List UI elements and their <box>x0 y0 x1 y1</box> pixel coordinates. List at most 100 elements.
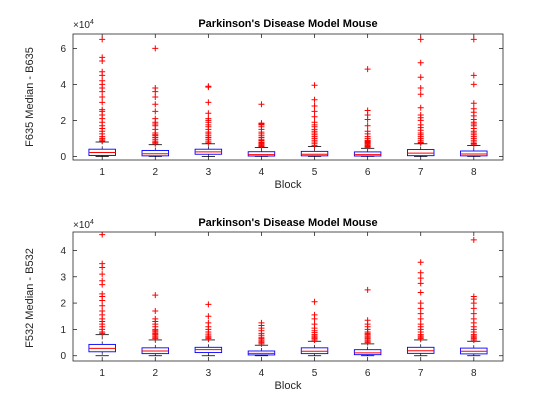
bottom-outlier-marker <box>417 300 424 307</box>
bottom-outlier-marker <box>152 292 159 299</box>
top-x-tick-label: 2 <box>153 167 159 178</box>
top-outlier-marker <box>417 112 424 118</box>
top-outlier-marker <box>258 120 265 127</box>
bottom-outlier-marker <box>99 277 106 284</box>
bottom-outlier-marker <box>417 280 424 287</box>
top-outlier-marker <box>152 45 159 52</box>
bottom-x-tick-label: 2 <box>153 368 159 379</box>
top-outlier-marker <box>470 81 477 88</box>
bottom-outlier-marker <box>99 260 106 267</box>
top-outlier-marker <box>417 91 424 98</box>
top-outlier-marker <box>417 74 424 81</box>
bottom-outlier-marker <box>311 321 318 328</box>
bottom-x-tick-label: 3 <box>206 368 212 379</box>
top-outlier-marker <box>152 94 159 100</box>
top-outlier-marker <box>205 99 212 106</box>
top-box <box>406 149 435 157</box>
top-outlier-marker <box>364 107 371 114</box>
top-box <box>300 150 329 157</box>
top-y-exponent-power: 4 <box>90 19 94 26</box>
bottom-x-tick-label: 4 <box>259 368 265 379</box>
top-plot-marks: 0 2 4 6 1 2 3 4 5 6 7 8 <box>60 34 503 178</box>
bottom-plot-marks: 0 1 2 3 4 1 2 3 4 5 6 7 8 <box>60 231 503 379</box>
bottom-outlier-marker <box>99 302 106 309</box>
top-outlier-marker <box>205 110 212 117</box>
top-box <box>460 150 488 157</box>
bottom-outlier-marker <box>99 290 106 297</box>
top-outlier-marker <box>417 59 424 66</box>
bottom-outlier-marker <box>205 313 212 320</box>
top-box <box>247 151 276 157</box>
bottom-outlier-marker <box>417 315 424 322</box>
bottom-outlier-marker <box>205 301 212 308</box>
top-outlier-marker <box>99 68 106 75</box>
bottom-x-tick-label: 5 <box>312 368 318 379</box>
bottom-outlier-marker <box>258 319 265 326</box>
top-x-tick-label: 8 <box>471 167 477 178</box>
bottom-x-tick-label: 7 <box>418 368 424 379</box>
top-outlier-marker <box>99 106 106 113</box>
bottom-outlier-marker <box>311 298 318 305</box>
top-outlier-marker <box>311 96 318 103</box>
top-outlier-marker <box>205 115 212 122</box>
bottom-outlier-marker <box>417 269 424 276</box>
top-outlier-marker <box>470 105 477 112</box>
top-box <box>353 151 382 157</box>
bottom-y-exponent-base: ×10 <box>73 220 90 231</box>
top-outlier-marker <box>152 115 159 122</box>
top-outlier-marker <box>470 72 477 79</box>
bottom-boxplot: Parkinson's Disease Model Mouse ×104 Blo… <box>24 217 504 392</box>
top-outlier-marker <box>152 108 159 115</box>
top-outlier-marker <box>311 82 318 89</box>
top-outlier-marker <box>99 94 106 100</box>
bottom-outlier-marker <box>152 307 159 314</box>
top-outlier-marker <box>152 85 159 91</box>
top-y-tick-label: 6 <box>60 44 66 55</box>
top-x-tick-label: 7 <box>418 167 424 178</box>
bottom-outlier-marker <box>417 259 424 266</box>
bottom-outlier-marker <box>417 305 424 312</box>
bottom-x-tick-label: 8 <box>471 368 477 379</box>
bottom-y-exponent: ×104 <box>73 219 94 231</box>
top-box <box>141 150 170 157</box>
bottom-box <box>300 347 329 355</box>
bottom-x-tick-label: 6 <box>365 368 371 379</box>
top-outlier-marker <box>311 113 318 120</box>
top-outlier-marker <box>417 85 424 91</box>
top-outlier-marker <box>364 128 371 135</box>
bottom-outlier-marker <box>205 319 212 326</box>
bottom-outlier-marker <box>470 310 477 317</box>
bottom-axes-box <box>72 231 504 362</box>
bottom-y-tick-label: 4 <box>60 246 66 257</box>
top-x-tick-label: 4 <box>259 167 265 178</box>
bottom-outlier-marker <box>99 231 106 238</box>
top-outlier-marker <box>364 122 371 129</box>
top-outlier-marker <box>470 100 477 107</box>
bottom-outlier-marker <box>417 321 424 328</box>
bottom-x-axis-label: Block <box>275 380 302 392</box>
bottom-outlier-marker <box>470 236 477 243</box>
top-outlier-marker <box>99 54 106 61</box>
bottom-outlier-marker <box>99 271 106 278</box>
top-outlier-marker <box>470 36 477 43</box>
bottom-outlier-marker <box>417 310 424 317</box>
bottom-y-axis-label: F532 Median - B532 <box>24 248 36 348</box>
bottom-outlier-marker <box>470 305 477 312</box>
top-outlier-marker <box>99 36 106 43</box>
top-x-tick-label: 5 <box>312 167 318 178</box>
top-x-tick-label: 3 <box>206 167 212 178</box>
top-y-tick-label: 2 <box>60 116 66 127</box>
bottom-box <box>353 349 382 356</box>
bottom-chart-title: Parkinson's Disease Model Mouse <box>198 217 377 229</box>
bottom-outlier-marker <box>417 275 424 282</box>
top-outlier-marker <box>311 119 318 126</box>
top-outlier-marker <box>364 66 371 73</box>
top-outlier-marker <box>205 83 212 90</box>
bottom-outlier-marker <box>364 286 371 293</box>
top-y-tick-label: 0 <box>60 152 66 163</box>
bottom-outlier-marker <box>470 293 477 300</box>
top-outlier-marker <box>417 104 424 111</box>
top-y-axis-label: F635 Median - B635 <box>24 47 36 147</box>
